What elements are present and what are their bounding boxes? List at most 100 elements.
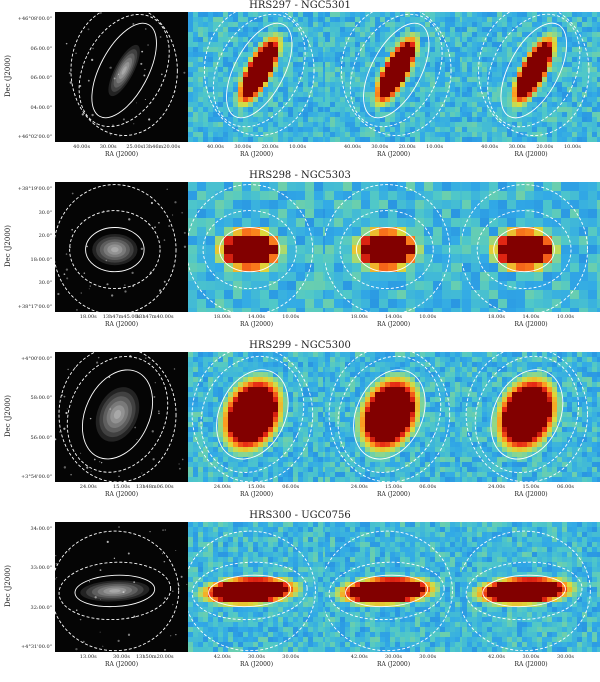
x-tick-label: 40.00s: [481, 144, 499, 150]
y-tick-labels: +38°19'00.0" 30.0" 20.0" 18:00.0" 30.0" +38°1…: [0, 182, 52, 312]
y-tick-label: +38°17'00.0": [17, 304, 52, 310]
pixel-map: [188, 522, 325, 652]
colormap-image-panel: [462, 522, 600, 652]
y-tick-labels: 34:00.0" 33:00.0" 32:00.0" +4°31'00.0": [0, 522, 52, 652]
aperture-ellipse: [85, 227, 145, 273]
background-annulus-inner: [487, 13, 581, 128]
x-tick-label: 30.00s: [282, 654, 300, 660]
background-annulus-outer: [188, 184, 314, 312]
x-tick-labels: 40.00s 30.00s 20.00s 10.00s: [462, 144, 600, 152]
aperture-ellipse: [208, 574, 292, 608]
x-tick-labels: 40.00s 30.00s 20.00s 10.00s: [325, 144, 462, 152]
background-annulus-inner: [69, 210, 161, 290]
x-axis-label: RA (J2000): [104, 151, 139, 158]
x-axis-label: RA (J2000): [376, 491, 411, 498]
background-annulus-outer: [70, 12, 178, 136]
x-tick-label: 06.00s: [557, 484, 574, 490]
x-tick-labels: 24.00s 15.00s 06.00s: [188, 484, 325, 492]
x-axis-label: RA (J2000): [104, 491, 139, 498]
aperture-ellipse: [82, 369, 154, 460]
x-axis-label: RA (J2000): [104, 321, 139, 328]
x-tick-label: 14.00s: [248, 314, 265, 320]
y-tick-label: 58:00.0": [30, 395, 52, 402]
y-tick-label: 06:00.0": [30, 45, 52, 52]
background-annulus-inner: [328, 561, 445, 621]
background-annulus-outer: [325, 530, 453, 652]
background-annulus-outer: [191, 352, 314, 482]
colormap-image: [188, 522, 325, 652]
x-tick-label: 20.00s: [261, 144, 279, 150]
background-annulus-inner: [465, 561, 583, 621]
x-axis-label: RA (J2000): [239, 321, 274, 328]
x-axis-label: RA (J2000): [104, 661, 139, 668]
x-axis-label: RA (J2000): [514, 321, 548, 328]
x-tick-label: 06.00s: [419, 484, 437, 490]
x-tick-label: 30.00s: [419, 654, 437, 660]
x-tick-label: 10.00s: [563, 144, 581, 150]
x-tick-label: 42.00s: [350, 654, 368, 660]
background-annulus-inner: [474, 355, 579, 473]
aperture-ellipse: [219, 227, 281, 273]
y-tick-label: +3°54'00.0": [20, 474, 52, 480]
x-tick-label: 30.00s: [99, 144, 117, 150]
colormap-image-panel: [325, 182, 462, 312]
background-annulus-outer: [478, 12, 590, 136]
x-tick-label: 40.00s: [206, 144, 224, 150]
aperture-ellipse: [74, 574, 156, 608]
x-tick-label: 30.00s: [385, 654, 402, 660]
background-annulus-outer: [462, 530, 591, 652]
x-tick-label: 18.00s: [79, 314, 97, 320]
aperture-ellipse: [345, 574, 429, 608]
pixel-map: [325, 12, 462, 142]
x-axis-label: RA (J2000): [376, 321, 411, 328]
colormap-image-panel: [325, 522, 462, 652]
x-tick-label: 24.00s: [488, 484, 505, 490]
x-tick-label: 13h47m40.00s: [135, 314, 174, 320]
x-tick-label: 15.00s: [113, 484, 130, 490]
background-annulus-inner: [66, 356, 169, 473]
colormap-image-panel: [325, 352, 462, 482]
colormap-image-panel: [462, 182, 600, 312]
x-tick-label: 18.00s: [488, 314, 505, 320]
aperture-ellipse: [353, 369, 426, 460]
background-annulus-outer: [325, 184, 451, 312]
x-tick-label: 42.00s: [213, 654, 231, 660]
x-tick-label: 24.00s: [213, 484, 231, 490]
x-tick-label: 10.00s: [426, 144, 444, 150]
x-tick-label: 30.00s: [113, 654, 130, 660]
x-tick-label: 30.00s: [234, 144, 252, 150]
x-tick-label: 18.00s: [350, 314, 368, 320]
x-tick-label: 30.00s: [522, 654, 540, 660]
x-tick-labels: 24.00s 15.00s 06.00s: [325, 484, 462, 492]
galaxy: [92, 234, 138, 266]
optical-image-panel: [55, 352, 188, 482]
x-tick-label: 30.00s: [508, 144, 526, 150]
row-title: HRS298 - NGC5303: [249, 170, 351, 181]
x-tick-label: 13h46m20.00s: [142, 144, 181, 150]
x-tick-labels: 18.00s 13h47m45.00s 13h47m40.00s: [55, 314, 188, 322]
y-tick-label: +46°08'00.0": [17, 16, 52, 22]
background-annulus-outer: [462, 184, 589, 312]
x-tick-label: 13h50m20.00s: [135, 654, 174, 660]
aperture-ellipse: [482, 574, 566, 608]
background-annulus-inner: [58, 561, 172, 621]
x-tick-label: 15.00s: [385, 484, 402, 490]
colormap-image: [325, 12, 462, 142]
x-tick-label: 40.00s: [343, 144, 361, 150]
x-tick-label: 25.00s: [126, 144, 144, 150]
colormap-image-panel: [188, 12, 325, 142]
figure-row: HRS300 - UGC0756 Dec (J2000) 34:00.0" 33:00…: [0, 510, 600, 680]
pixel-map: [462, 352, 600, 482]
x-axis-label: RA (J2000): [514, 491, 548, 498]
x-tick-label: 13.00s: [79, 654, 97, 660]
pixel-map: [188, 12, 325, 142]
row-title: HRS300 - UGC0756: [249, 510, 351, 521]
pixel-map: [462, 522, 600, 652]
x-tick-label: 06.00s: [282, 484, 300, 490]
x-tick-labels: 18.00s 14.00s 10.00s: [188, 314, 325, 322]
optical-image-panel: [55, 12, 188, 142]
x-axis-label: RA (J2000): [239, 661, 274, 668]
background-annulus-outer: [55, 184, 177, 312]
background-annulus-outer: [465, 352, 589, 482]
x-tick-label: 24.00s: [350, 484, 368, 490]
